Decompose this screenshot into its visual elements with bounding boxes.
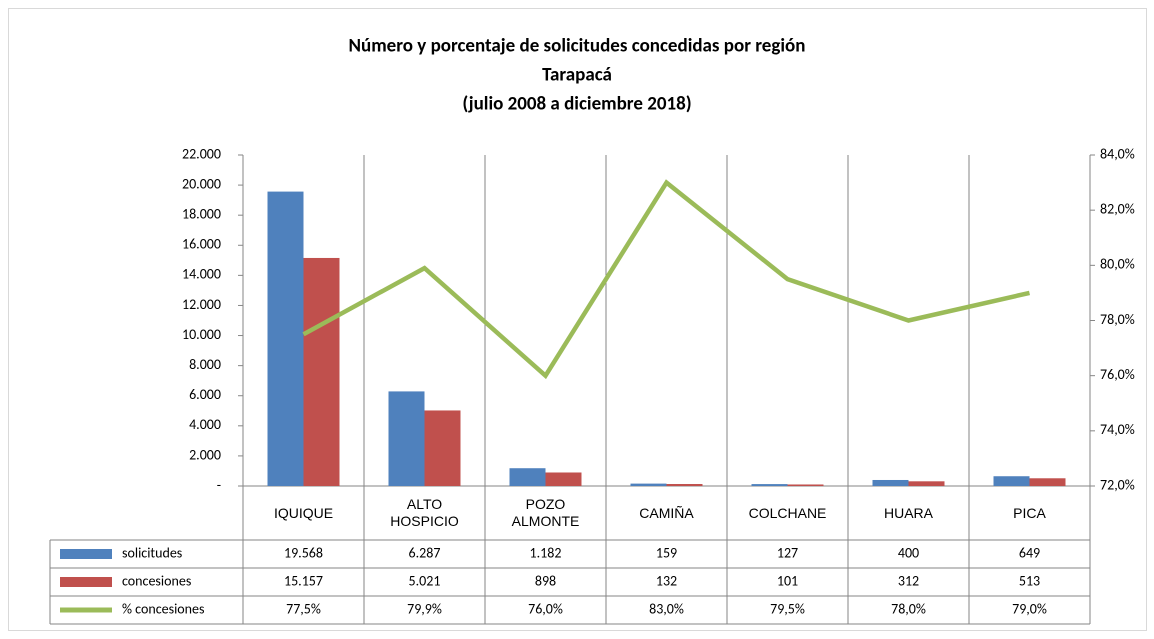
y-tick-label: 20.000 xyxy=(182,175,221,192)
table-value: 79,9% xyxy=(407,600,442,617)
legend-label: concesiones xyxy=(122,572,191,589)
table-value: 5.021 xyxy=(409,572,441,589)
table-value: 76,0% xyxy=(528,600,563,617)
y-tick-label: 2.000 xyxy=(189,446,221,463)
chart-title: Número y porcentaje de solicitudes conce… xyxy=(349,35,806,58)
y-tick-label: 4.000 xyxy=(189,416,221,433)
x-tick-label: CAMIÑA xyxy=(639,504,694,521)
legend-key xyxy=(60,577,112,587)
bar xyxy=(424,410,461,486)
table-value: 1.182 xyxy=(530,544,562,561)
category-cell: PICA xyxy=(1013,504,1046,521)
table-value: 312 xyxy=(898,572,919,589)
table-value: 6.287 xyxy=(409,544,441,561)
bar xyxy=(993,476,1030,486)
table-value: 132 xyxy=(656,572,677,589)
y-tick-label: 6.000 xyxy=(189,386,221,403)
y2-tick-label: 72,0% xyxy=(1100,476,1135,493)
y2-tick-label: 74,0% xyxy=(1100,421,1135,438)
chart-border xyxy=(8,8,1147,631)
bar xyxy=(1029,478,1066,486)
y-tick-label: 12.000 xyxy=(182,296,221,313)
table-value: 513 xyxy=(1019,572,1040,589)
x-tick-label: ALTO HOSPICIO xyxy=(390,496,459,529)
y-tick-label: 18.000 xyxy=(182,206,221,223)
table-value: 83,0% xyxy=(649,600,684,617)
bar xyxy=(509,468,546,486)
table-value: 159 xyxy=(656,544,677,561)
bar xyxy=(303,257,340,486)
bar xyxy=(630,483,667,486)
bar xyxy=(751,484,788,486)
table-value: 898 xyxy=(535,572,556,589)
legend-label: % concesiones xyxy=(122,600,204,617)
legend-label: solicitudes xyxy=(122,544,182,561)
bar xyxy=(872,479,909,486)
y2-tick-label: 78,0% xyxy=(1100,311,1135,328)
chart-title: Tarapacá xyxy=(542,64,612,87)
x-tick-label: POZO ALMONTE xyxy=(511,496,580,529)
table-value: 400 xyxy=(898,544,919,561)
y-tick-label: - xyxy=(217,476,221,493)
table-value: 19.568 xyxy=(284,544,323,561)
y2-tick-label: 80,0% xyxy=(1100,256,1135,273)
bar xyxy=(545,472,582,486)
table-value: 127 xyxy=(777,544,798,561)
x-tick-label: IQUIQUE xyxy=(273,504,334,521)
table-value: 101 xyxy=(777,572,798,589)
category-cell: ALTO HOSPICIO xyxy=(390,496,459,529)
y-tick-label: 8.000 xyxy=(189,356,221,373)
x-tick-label: COLCHANE xyxy=(748,504,827,521)
y2-tick-label: 82,0% xyxy=(1100,201,1135,218)
category-cell: HUARA xyxy=(883,504,933,521)
y2-tick-label: 84,0% xyxy=(1100,145,1135,162)
table-value: 79,5% xyxy=(770,600,805,617)
table-value: 15.157 xyxy=(284,572,323,589)
bar xyxy=(908,481,945,486)
y-tick-label: 14.000 xyxy=(182,266,221,283)
line-series xyxy=(302,179,1031,380)
category-cell: CAMIÑA xyxy=(639,504,694,521)
x-tick-label: PICA xyxy=(1013,504,1046,521)
bar xyxy=(388,391,425,486)
chart-title: (julio 2008 a diciembre 2018) xyxy=(462,93,691,116)
table-value: 78,0% xyxy=(891,600,926,617)
y-tick-label: 16.000 xyxy=(182,236,221,253)
y-tick-label: 22.000 xyxy=(182,145,221,162)
y-tick-label: 10.000 xyxy=(182,326,221,343)
category-cell: POZO ALMONTE xyxy=(511,496,580,529)
category-cell: IQUIQUE xyxy=(273,504,334,521)
legend-key xyxy=(60,549,112,559)
category-cell: COLCHANE xyxy=(748,504,827,521)
table-value: 77,5% xyxy=(286,600,321,617)
bar xyxy=(666,484,703,486)
table-value: 79,0% xyxy=(1012,600,1047,617)
x-tick-label: HUARA xyxy=(883,504,933,521)
bar xyxy=(267,191,304,486)
table-value: 649 xyxy=(1019,544,1040,561)
bar xyxy=(787,484,824,486)
y2-tick-label: 76,0% xyxy=(1100,366,1135,383)
